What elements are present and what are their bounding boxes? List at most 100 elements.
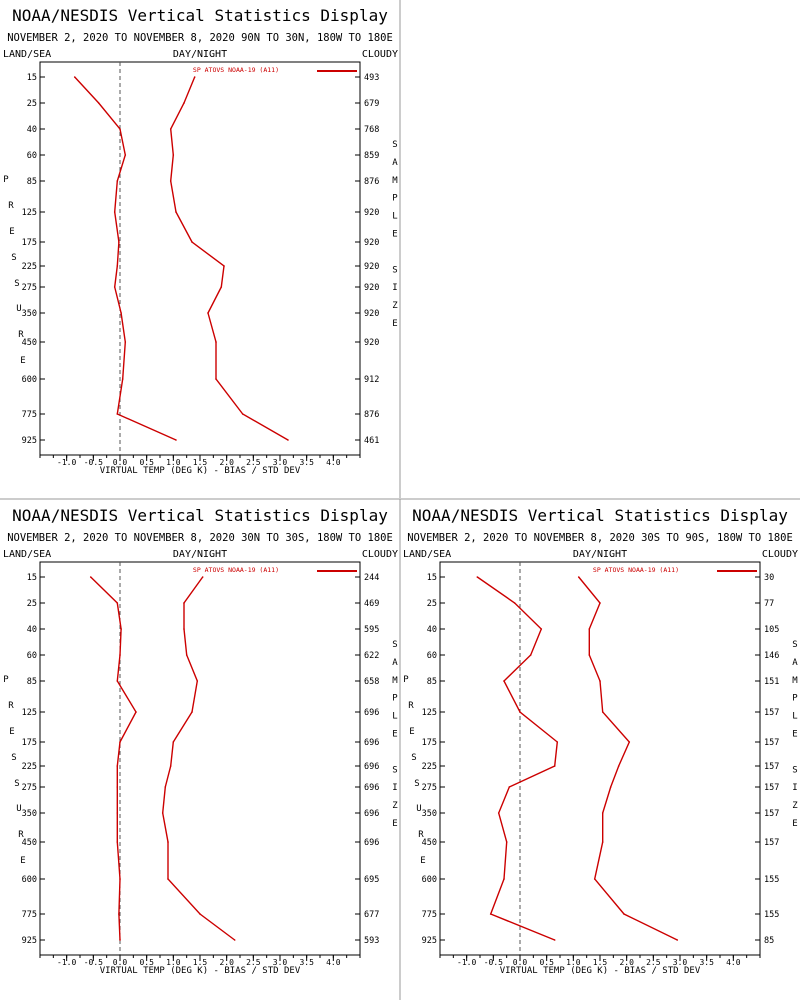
pressure-level-label: 450 bbox=[22, 338, 37, 348]
pressure-level-label: 350 bbox=[422, 809, 437, 819]
x-tick-label: 0.5 bbox=[139, 458, 154, 467]
chart-title: NOAA/NESDIS Vertical Statistics Display bbox=[412, 506, 788, 525]
std_dev-point bbox=[175, 211, 177, 213]
pressure-level-label: 15 bbox=[27, 73, 37, 83]
sample-size-axis-letter: A bbox=[392, 658, 398, 668]
sample-size-value: 679 bbox=[364, 99, 379, 109]
bias-point bbox=[119, 878, 121, 880]
x-tick-label: 1.5 bbox=[593, 958, 608, 967]
bias-curve bbox=[74, 76, 177, 441]
std_dev-curve bbox=[161, 576, 236, 941]
legend-label: SP ATOVS NOAA-19 (A11) bbox=[593, 566, 679, 574]
bias-point bbox=[116, 841, 119, 843]
sample-size-axis-letter: S bbox=[792, 640, 797, 650]
bias-point bbox=[503, 878, 505, 880]
sample-size-axis-letter: I bbox=[392, 783, 397, 793]
cloudy-label: CLOUDY bbox=[362, 549, 398, 560]
sample-size-axis-letter: E bbox=[392, 819, 397, 829]
bias-point bbox=[116, 812, 119, 814]
pressure-axis-letter: R bbox=[408, 701, 414, 711]
pressure-axis-letter: R bbox=[8, 201, 14, 211]
std_dev-point bbox=[169, 180, 172, 182]
bias-point bbox=[116, 413, 119, 415]
x-tick-label: 0.0 bbox=[513, 958, 528, 967]
bias-point bbox=[116, 180, 119, 182]
std_dev-point bbox=[193, 76, 196, 78]
bias-point bbox=[556, 741, 559, 743]
std_dev-point bbox=[215, 378, 217, 380]
pressure-axis-letter: P bbox=[403, 675, 409, 685]
sample-size-value: 469 bbox=[364, 599, 379, 609]
pressure-axis-letter: P bbox=[3, 675, 9, 685]
bias-point bbox=[497, 812, 500, 814]
chart-panel-1: NOAA/NESDIS Vertical Statistics Display N… bbox=[3, 6, 398, 476]
pressure-level-label: 85 bbox=[427, 677, 437, 687]
bias-point bbox=[120, 312, 122, 314]
pressure-level-label: 925 bbox=[22, 936, 37, 946]
x-tick-label: 3.5 bbox=[699, 958, 714, 967]
bias-point bbox=[119, 654, 121, 656]
std_dev-point bbox=[161, 812, 164, 814]
sample-size-value: 493 bbox=[364, 73, 379, 83]
pressure-axis-letter: S bbox=[14, 279, 19, 289]
bias-point bbox=[121, 378, 124, 380]
pressure-level-label: 450 bbox=[422, 838, 437, 848]
pressure-axis-letter: U bbox=[416, 804, 421, 814]
x-tick-label: 0.5 bbox=[539, 958, 554, 967]
pressure-level-label: 85 bbox=[27, 177, 37, 187]
pressure-level-label: 225 bbox=[22, 262, 37, 272]
sample-size-axis-letter: L bbox=[392, 212, 397, 222]
bias-point bbox=[119, 741, 121, 743]
sample-size-axis-letter: S bbox=[792, 765, 797, 775]
std_dev-point bbox=[164, 786, 167, 788]
sample-size-value: 768 bbox=[364, 125, 379, 135]
pressure-axis-letter: S bbox=[11, 753, 16, 763]
pressure-level-label: 40 bbox=[27, 125, 37, 135]
bias-point bbox=[489, 913, 492, 915]
x-tick-label: 1.0 bbox=[166, 958, 181, 967]
std_dev-point bbox=[196, 680, 199, 682]
sample-size-axis-letter: E bbox=[392, 230, 397, 240]
bias-point bbox=[540, 628, 543, 630]
std_dev-point bbox=[191, 241, 193, 243]
x-tick-label: 1.5 bbox=[193, 458, 208, 467]
x-tick-label: 1.5 bbox=[193, 958, 208, 967]
pressure-level-label: 125 bbox=[22, 208, 37, 218]
sample-size-value: 30 bbox=[764, 573, 774, 583]
sample-size-value: 157 bbox=[764, 783, 779, 793]
pressure-level-label: 60 bbox=[427, 651, 437, 661]
pressure-axis-letter: E bbox=[9, 727, 14, 737]
std_dev-point bbox=[172, 154, 175, 156]
pressure-level-label: 60 bbox=[27, 151, 37, 161]
std_dev-point bbox=[599, 680, 601, 682]
x-tick-label: -1.0 bbox=[57, 958, 76, 967]
sample-size-axis-letter: S bbox=[392, 140, 397, 150]
chart-title: NOAA/NESDIS Vertical Statistics Display bbox=[12, 506, 388, 525]
pressure-axis-letter: E bbox=[20, 856, 25, 866]
sample-size-axis-letter: A bbox=[392, 158, 398, 168]
cloudy-label: CLOUDY bbox=[762, 549, 798, 560]
pressure-level-label: 775 bbox=[22, 910, 37, 920]
bias-point bbox=[116, 680, 119, 682]
x-tick-label: 2.0 bbox=[619, 958, 634, 967]
x-tick-label: -1.0 bbox=[57, 458, 76, 467]
sample-size-value: 876 bbox=[364, 177, 379, 187]
day-night-label: DAY/NIGHT bbox=[173, 49, 227, 60]
sample-size-value: 244 bbox=[364, 573, 379, 583]
bias-point bbox=[119, 939, 121, 941]
pressure-level-label: 25 bbox=[427, 599, 437, 609]
std_dev-point bbox=[628, 741, 631, 743]
sample-size-value: 157 bbox=[764, 838, 779, 848]
pressure-axis-letter: E bbox=[420, 856, 425, 866]
std_dev-point bbox=[169, 765, 172, 767]
sample-size-value: 85 bbox=[764, 936, 774, 946]
pressure-axis-letter: S bbox=[14, 779, 19, 789]
legend-label: SP ATOVS NOAA-19 (A11) bbox=[193, 566, 279, 574]
pressure-level-label: 125 bbox=[422, 708, 437, 718]
chart-subtitle: NOVEMBER 2, 2020 TO NOVEMBER 8, 2020 90N… bbox=[7, 32, 393, 44]
x-tick-label: 3.5 bbox=[299, 958, 314, 967]
sample-size-value: 461 bbox=[364, 436, 379, 446]
x-tick-label: 2.0 bbox=[219, 458, 234, 467]
pressure-level-label: 450 bbox=[22, 838, 37, 848]
sample-size-value: 155 bbox=[764, 875, 779, 885]
